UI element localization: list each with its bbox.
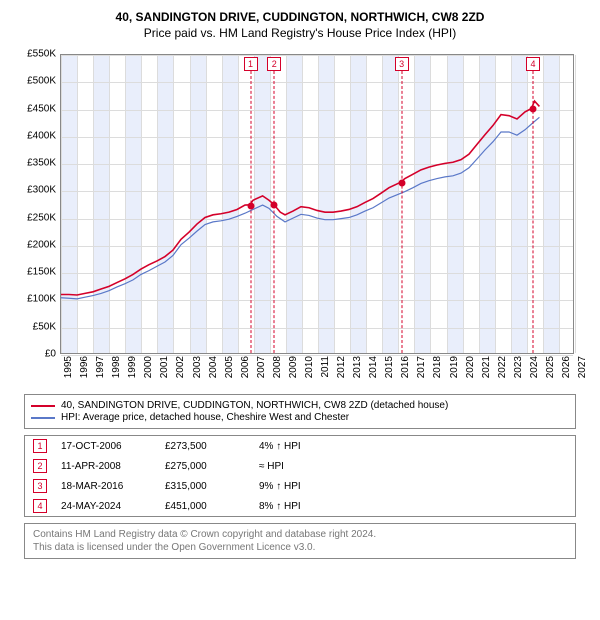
- sale-marker-number: 1: [244, 57, 258, 71]
- events-table: 1 17-OCT-2006 £273,500 4% ↑ HPI 2 11-APR-2008…: [24, 435, 576, 517]
- x-tick-label: 2021: [481, 356, 492, 378]
- x-tick-label: 2012: [336, 356, 347, 378]
- attribution-line: Contains HM Land Registry data © Crown c…: [33, 528, 567, 541]
- x-tick-label: 2005: [224, 356, 235, 378]
- x-tick-label: 2026: [561, 356, 572, 378]
- x-tick-label: 2017: [416, 356, 427, 378]
- sale-marker-dot: [398, 180, 405, 187]
- x-tick-label: 2008: [272, 356, 283, 378]
- x-tick-label: 1998: [111, 356, 122, 378]
- line-series: [61, 55, 573, 353]
- y-tick-label: £50K: [12, 321, 56, 332]
- x-tick-label: 1999: [127, 356, 138, 378]
- y-tick-label: £0: [12, 349, 56, 360]
- x-tick-label: 2010: [304, 356, 315, 378]
- y-tick-label: £200K: [12, 239, 56, 250]
- y-tick-label: £100K: [12, 294, 56, 305]
- sale-marker-number: 4: [526, 57, 540, 71]
- x-tick-label: 2024: [529, 356, 540, 378]
- event-number: 3: [33, 479, 47, 493]
- y-tick-label: £250K: [12, 212, 56, 223]
- x-tick-label: 2014: [368, 356, 379, 378]
- x-tick-label: 2007: [256, 356, 267, 378]
- y-tick-label: £350K: [12, 158, 56, 169]
- legend-label: 40, SANDINGTON DRIVE, CUDDINGTON, NORTHW…: [61, 400, 448, 411]
- legend: 40, SANDINGTON DRIVE, CUDDINGTON, NORTHW…: [24, 394, 576, 429]
- x-tick-label: 2003: [192, 356, 203, 378]
- x-tick-label: 2011: [320, 356, 331, 378]
- sale-marker-dot: [530, 106, 537, 113]
- sale-marker-number: 3: [395, 57, 409, 71]
- event-number: 4: [33, 499, 47, 513]
- x-tick-label: 2023: [513, 356, 524, 378]
- series-line: [61, 117, 539, 299]
- x-tick-label: 2022: [497, 356, 508, 378]
- event-date: 11-APR-2008: [61, 461, 151, 472]
- x-tick-label: 2027: [577, 356, 588, 378]
- x-tick-label: 2009: [288, 356, 299, 378]
- x-tick-label: 2025: [545, 356, 556, 378]
- event-number: 1: [33, 439, 47, 453]
- event-price: £273,500: [165, 441, 245, 452]
- legend-swatch: [31, 405, 55, 407]
- y-tick-label: £500K: [12, 76, 56, 87]
- x-tick-label: 2006: [240, 356, 251, 378]
- series-line: [61, 101, 539, 295]
- x-tick-label: 1996: [79, 356, 90, 378]
- event-row: 3 18-MAR-2016 £315,000 9% ↑ HPI: [25, 476, 575, 496]
- legend-item: 40, SANDINGTON DRIVE, CUDDINGTON, NORTHW…: [31, 400, 569, 411]
- x-tick-label: 2018: [432, 356, 443, 378]
- x-tick-label: 2016: [400, 356, 411, 378]
- x-tick-label: 2015: [384, 356, 395, 378]
- x-tick-label: 1997: [95, 356, 106, 378]
- y-tick-label: £300K: [12, 185, 56, 196]
- x-tick-label: 1995: [63, 356, 74, 378]
- x-tick-label: 2000: [143, 356, 154, 378]
- event-date: 18-MAR-2016: [61, 481, 151, 492]
- chart-area: 12 3 4 £0 £50K £100K £150K £200K £250K £300K £350…: [12, 48, 588, 388]
- event-number: 2: [33, 459, 47, 473]
- event-diff: 4% ↑ HPI: [259, 441, 339, 452]
- y-tick-label: £150K: [12, 267, 56, 278]
- event-date: 24-MAY-2024: [61, 501, 151, 512]
- sale-marker-dot: [247, 202, 254, 209]
- event-price: £315,000: [165, 481, 245, 492]
- attribution: Contains HM Land Registry data © Crown c…: [24, 523, 576, 559]
- x-tick-label: 2013: [352, 356, 363, 378]
- event-row: 2 11-APR-2008 £275,000 ≈ HPI: [25, 456, 575, 476]
- attribution-line: This data is licensed under the Open Gov…: [33, 541, 567, 554]
- x-tick-label: 2004: [208, 356, 219, 378]
- plot-area: 12 3 4: [60, 54, 574, 354]
- event-row: 4 24-MAY-2024 £451,000 8% ↑ HPI: [25, 496, 575, 516]
- x-tick-label: 2001: [159, 356, 170, 378]
- event-row: 1 17-OCT-2006 £273,500 4% ↑ HPI: [25, 436, 575, 456]
- sale-marker-dot: [271, 202, 278, 209]
- chart-container: 40, SANDINGTON DRIVE, CUDDINGTON, NORTHW…: [0, 0, 600, 569]
- event-price: £451,000: [165, 501, 245, 512]
- legend-item: HPI: Average price, detached house, Ches…: [31, 412, 569, 423]
- x-tick-label: 2019: [449, 356, 460, 378]
- x-tick-label: 2002: [175, 356, 186, 378]
- event-price: £275,000: [165, 461, 245, 472]
- y-tick-label: £550K: [12, 49, 56, 60]
- y-tick-label: £400K: [12, 130, 56, 141]
- event-date: 17-OCT-2006: [61, 441, 151, 452]
- chart-title: 40, SANDINGTON DRIVE, CUDDINGTON, NORTHW…: [12, 10, 588, 24]
- event-diff: 8% ↑ HPI: [259, 501, 339, 512]
- legend-label: HPI: Average price, detached house, Ches…: [61, 412, 349, 423]
- y-tick-label: £450K: [12, 103, 56, 114]
- legend-swatch: [31, 417, 55, 419]
- event-diff: 9% ↑ HPI: [259, 481, 339, 492]
- x-tick-label: 2020: [465, 356, 476, 378]
- sale-marker-number: 2: [267, 57, 281, 71]
- event-diff: ≈ HPI: [259, 461, 339, 472]
- chart-subtitle: Price paid vs. HM Land Registry's House …: [12, 26, 588, 40]
